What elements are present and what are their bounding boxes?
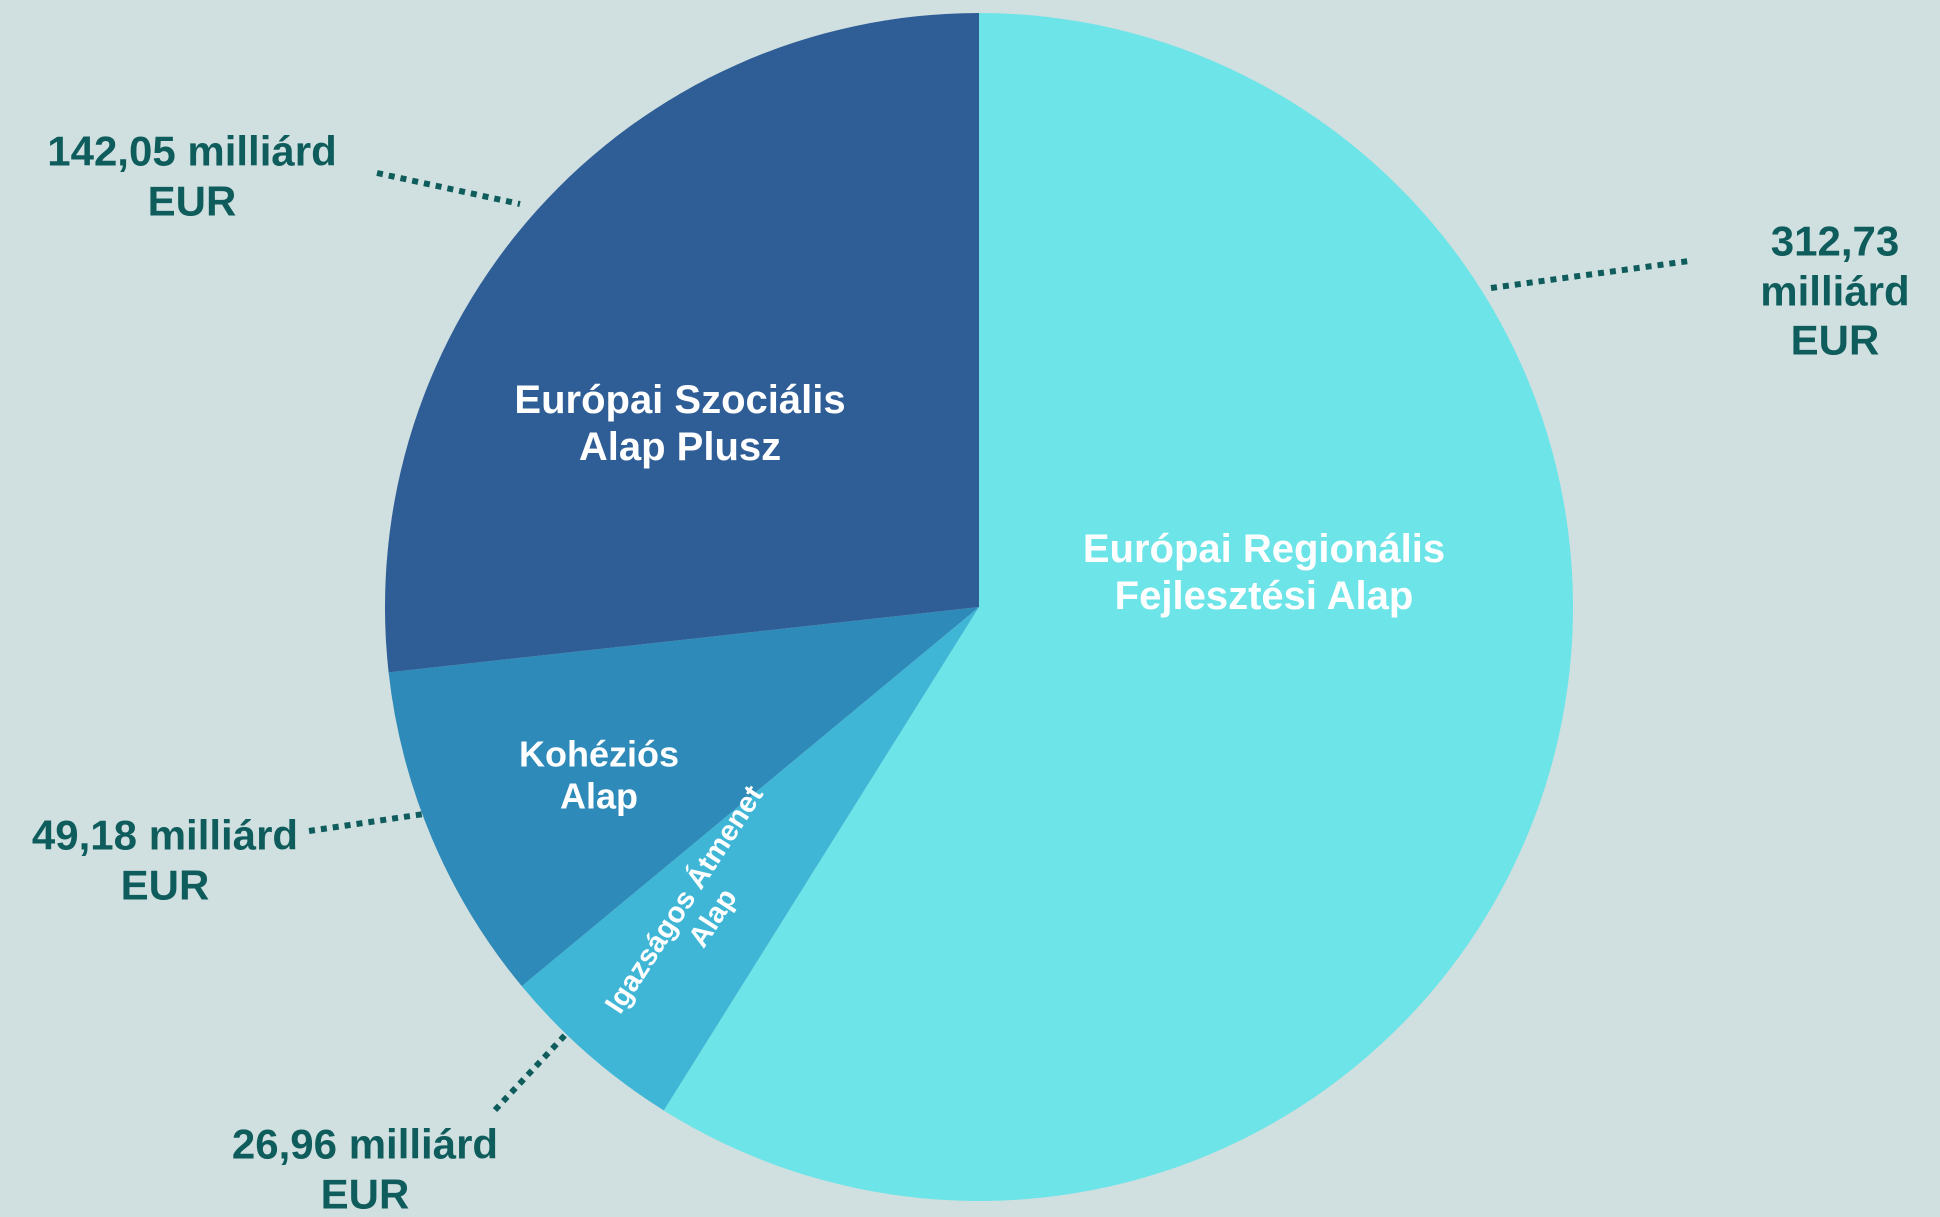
value-label: 312,73 milliárd EUR bbox=[1760, 217, 1910, 364]
pie-slice bbox=[388, 607, 980, 987]
leader-line bbox=[492, 1030, 570, 1113]
pie-slice bbox=[385, 13, 980, 673]
value-label: 142,05 milliárd EUR bbox=[47, 127, 337, 224]
slice-label: Kohéziós Alap bbox=[518, 733, 679, 817]
pie-slice bbox=[663, 13, 1573, 1201]
value-label: 49,18 milliárd EUR bbox=[31, 811, 299, 908]
leader-line bbox=[308, 811, 425, 834]
value-label: 26,96 milliárd EUR bbox=[231, 1120, 499, 1217]
slice-label: Európai Regionális Fejlesztési Alap bbox=[1082, 526, 1446, 618]
leader-line bbox=[376, 170, 521, 207]
slice-label: Európai Szociális Alap Plusz bbox=[514, 377, 846, 469]
pie-slice bbox=[521, 607, 979, 1111]
leader-line bbox=[1490, 258, 1690, 291]
